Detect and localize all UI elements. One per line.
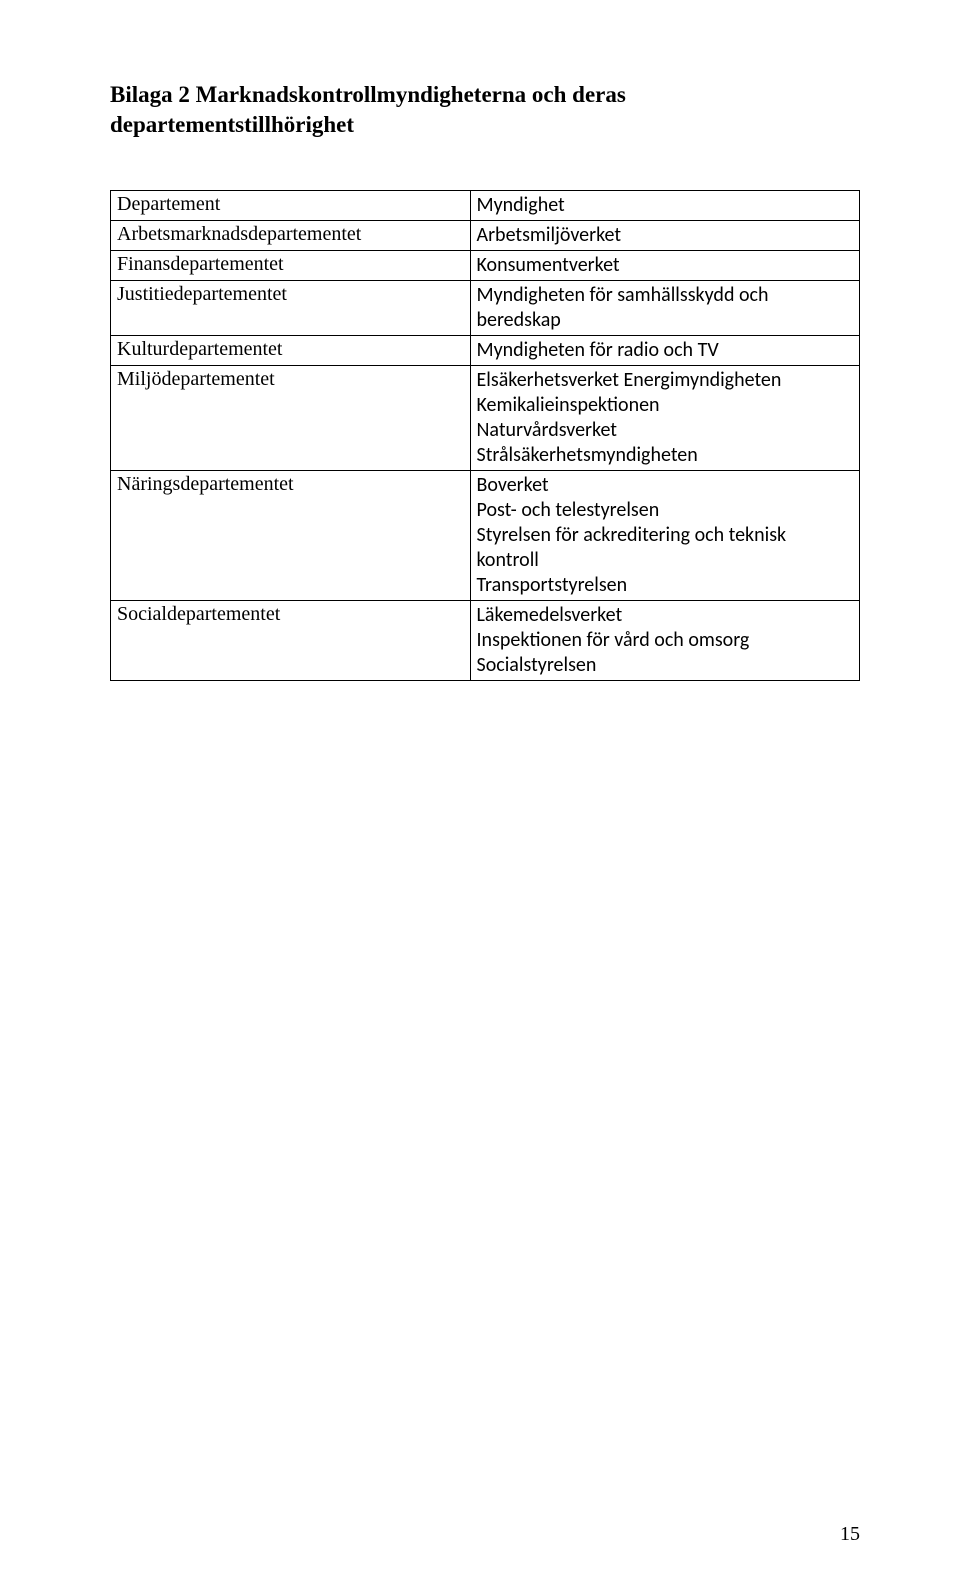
table-row: Miljödepartementet Elsäkerhetsverket Ene… [111,365,860,470]
cell-department: Arbetsmarknadsdepartementet [111,220,471,250]
cell-authority: Myndigheten för samhällsskydd och bereds… [470,280,859,335]
table-row: Arbetsmarknadsdepartementet Arbetsmiljöv… [111,220,860,250]
cell-authority: Arbetsmiljöverket [470,220,859,250]
cell-authority: BoverketPost- och telestyrelsenStyrelsen… [470,470,859,600]
cell-department: Näringsdepartementet [111,470,471,600]
table-row: Näringsdepartementet BoverketPost- och t… [111,470,860,600]
cell-authority: Myndigheten för radio och TV [470,335,859,365]
page-number: 15 [840,1523,860,1546]
cell-authority: Elsäkerhetsverket EnergimyndighetenKemik… [470,365,859,470]
cell-department: Kulturdepartementet [111,335,471,365]
appendix-title: Bilaga 2 Marknadskontrollmyndigheterna o… [110,80,860,140]
departments-table: Departement Myndighet Arbetsmarknadsdepa… [110,190,860,681]
cell-authority: LäkemedelsverketInspektionen för vård oc… [470,600,859,680]
cell-authority: Konsumentverket [470,250,859,280]
table-header-row: Departement Myndighet [111,190,860,220]
table-row: Finansdepartementet Konsumentverket [111,250,860,280]
table-row: Socialdepartementet LäkemedelsverketInsp… [111,600,860,680]
table-row: Kulturdepartementet Myndigheten för radi… [111,335,860,365]
header-authority: Myndighet [470,190,859,220]
cell-department: Socialdepartementet [111,600,471,680]
cell-department: Miljödepartementet [111,365,471,470]
cell-department: Justitiedepartementet [111,280,471,335]
cell-department: Finansdepartementet [111,250,471,280]
header-department: Departement [111,190,471,220]
table-row: Justitiedepartementet Myndigheten för sa… [111,280,860,335]
